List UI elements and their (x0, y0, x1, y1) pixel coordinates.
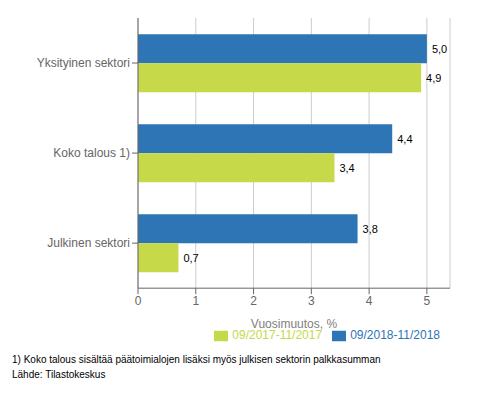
svg-text:4,9: 4,9 (426, 72, 441, 84)
html-text:09/2018-11/2018: 09/2018-11/2018 (350, 328, 440, 343)
svg-text:Vuosimuutos, %: Vuosimuutos, % (251, 317, 338, 331)
svg-text:Yksityinen sektori: Yksityinen sektori (37, 56, 130, 70)
svg-text:3,4: 3,4 (339, 162, 354, 174)
svg-text:4,4: 4,4 (397, 133, 412, 145)
svg-text:0,7: 0,7 (183, 252, 198, 264)
html-text:09/2017-11/2017: 09/2017-11/2017 (232, 328, 323, 343)
svg-text:Koko talous 1): Koko talous 1) (53, 146, 130, 160)
svg-text:0: 0 (135, 294, 142, 308)
svg-text:4: 4 (366, 294, 373, 308)
svg-text:3: 3 (308, 294, 315, 308)
svg-text:2: 2 (250, 294, 257, 308)
html-text:1) Koko talous sisältää päätoi: 1) Koko talous sisältää päätoimialojen l… (12, 354, 381, 365)
svg-text:Julkinen sektori: Julkinen sektori (47, 236, 130, 250)
svg-text:5: 5 (424, 294, 431, 308)
svg-text:1: 1 (192, 294, 199, 308)
svg-text:3,8: 3,8 (363, 223, 378, 235)
svg-text:5,0: 5,0 (432, 43, 447, 55)
html-text:Lähde: Tilastokeskus: Lähde: Tilastokeskus (12, 369, 106, 380)
